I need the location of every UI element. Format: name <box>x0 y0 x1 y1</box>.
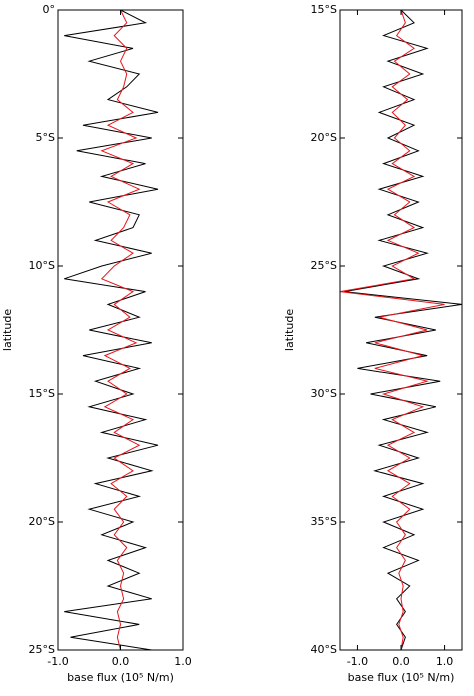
data-line <box>344 9 463 651</box>
x-tick-label: -1.0 <box>47 655 68 668</box>
x-axis-label: base flux (10⁵ N/m) <box>348 671 455 684</box>
y-tick-label: 10°S <box>29 259 55 272</box>
y-tick-label: 20°S <box>311 131 337 144</box>
x-axis-label: base flux (10⁵ N/m) <box>67 671 174 684</box>
data-line <box>64 9 159 651</box>
x-tick-label: 0.0 <box>112 655 130 668</box>
y-tick-label: 30°S <box>311 387 337 400</box>
y-tick-label: 15°S <box>311 3 337 16</box>
x-tick-label: -1.0 <box>347 655 368 668</box>
y-tick-label: 25°S <box>311 259 337 272</box>
x-tick-label: 0.0 <box>392 655 410 668</box>
y-axis-label: latitude <box>283 309 296 351</box>
y-axis-label: latitude <box>1 309 14 351</box>
data-line <box>100 9 141 651</box>
data-line <box>339 9 445 651</box>
plot-frame <box>57 9 184 651</box>
y-tick-label: 0° <box>43 3 56 16</box>
x-tick-label: 1.0 <box>174 655 192 668</box>
y-tick-label: 35°S <box>311 515 337 528</box>
y-tick-label: 5°S <box>36 131 55 144</box>
y-tick-label: 40°S <box>311 643 337 656</box>
x-tick-label: 1.0 <box>436 655 454 668</box>
y-tick-label: 20°S <box>29 515 55 528</box>
y-tick-label: 15°S <box>29 387 55 400</box>
y-tick-label: 25°S <box>29 643 55 656</box>
